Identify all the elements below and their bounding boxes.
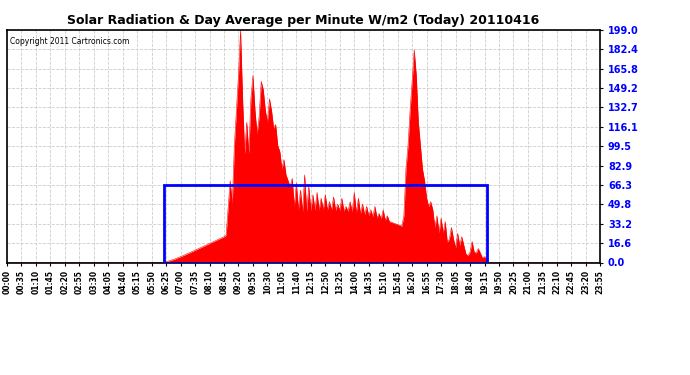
- Bar: [164, 185, 486, 262]
- Title: Solar Radiation & Day Average per Minute W/m2 (Today) 20110416: Solar Radiation & Day Average per Minute…: [68, 15, 540, 27]
- Text: Copyright 2011 Cartronics.com: Copyright 2011 Cartronics.com: [10, 37, 129, 46]
